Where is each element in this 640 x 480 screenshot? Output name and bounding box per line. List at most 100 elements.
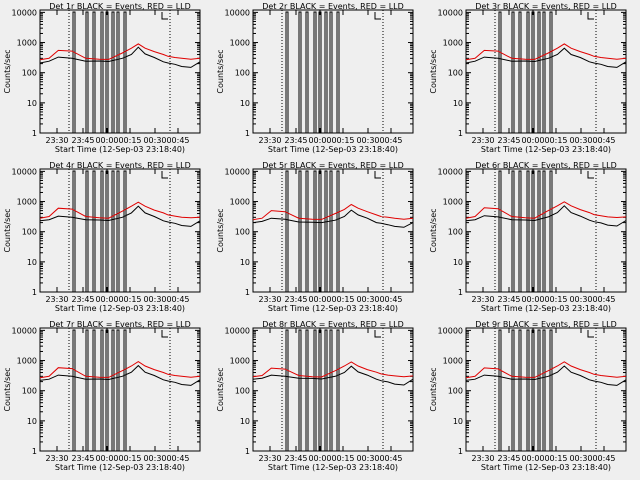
- series-events: [39, 364, 201, 386]
- gap-marker: [116, 170, 120, 292]
- y-tick-label: 10: [240, 417, 250, 426]
- y-tick-label: 1: [458, 288, 463, 297]
- bracket-marker: [374, 171, 381, 179]
- x-tick-label: 23:45: [284, 136, 307, 145]
- gap-marker: [305, 170, 309, 292]
- y-tick-label: 10: [27, 417, 37, 426]
- x-tick-label: 00:30: [356, 454, 379, 463]
- gap-marker: [116, 329, 120, 451]
- gap-marker: [336, 11, 340, 133]
- y-axis-label: Counts/sec: [216, 367, 225, 411]
- y-axis-label: Counts/sec: [429, 208, 438, 252]
- panel-title: Det 2r BLACK = Events, RED = LLD: [262, 2, 404, 11]
- x-tick-label: 23:30: [45, 136, 68, 145]
- gap-marker: [318, 170, 322, 292]
- gap-marker: [123, 170, 127, 292]
- y-tick-label: 10000: [438, 8, 463, 17]
- x-tick-label: 00:00: [95, 136, 118, 145]
- panel-title: Det 9r BLACK = Events, RED = LLD: [475, 320, 617, 329]
- gap-marker: [85, 329, 89, 451]
- y-tick-label: 10000: [225, 326, 250, 335]
- series-events: [252, 365, 414, 386]
- bracket-marker: [161, 330, 168, 338]
- y-tick-label: 10: [240, 258, 250, 267]
- gap-marker: [72, 170, 76, 292]
- y-tick-label: 1: [32, 129, 37, 138]
- x-tick-label: 00:15: [544, 295, 567, 304]
- y-tick-label: 100: [448, 69, 463, 78]
- x-tick-label: 00:30: [356, 295, 379, 304]
- x-axis-label: Start Time (12-Sep-03 23:18:40): [55, 304, 185, 313]
- y-tick-label: 10: [240, 99, 250, 108]
- x-tick-label: 00:30: [356, 136, 379, 145]
- bracket-marker: [587, 171, 594, 179]
- gap-marker: [92, 329, 96, 451]
- x-tick-label: 00:00: [308, 136, 331, 145]
- plot-frame: [252, 168, 414, 293]
- gap-marker: [511, 329, 515, 451]
- x-tick-label: 00:00: [308, 454, 331, 463]
- x-tick-label: 00:15: [544, 454, 567, 463]
- gap-marker: [542, 170, 546, 292]
- gap-marker: [72, 329, 76, 451]
- x-tick-label: 00:00: [95, 454, 118, 463]
- series-lld: [39, 201, 201, 219]
- y-axis-label: Counts/sec: [3, 367, 12, 411]
- series-lld: [39, 43, 201, 61]
- y-tick-label: 100: [448, 387, 463, 396]
- x-tick-label: 23:45: [71, 454, 94, 463]
- gap-marker: [313, 170, 317, 292]
- panel-det-3: Det 3r BLACK = Events, RED = LLD 1 10 100 10…: [429, 2, 627, 154]
- y-tick-label: 10000: [12, 326, 37, 335]
- y-tick-label: 100: [235, 228, 250, 237]
- series-lld: [465, 361, 627, 379]
- x-tick-label: 00:30: [143, 454, 166, 463]
- gap-marker: [116, 11, 120, 133]
- y-tick-label: 1000: [230, 357, 250, 366]
- bracket-marker: [587, 12, 594, 20]
- gap-marker: [518, 11, 522, 133]
- y-tick-label: 10000: [12, 167, 37, 176]
- y-tick-label: 100: [235, 69, 250, 78]
- series-lld: [465, 43, 627, 61]
- gap-marker: [511, 11, 515, 133]
- y-tick-label: 10: [27, 99, 37, 108]
- x-tick-label: 00:30: [569, 136, 592, 145]
- y-tick-label: 10: [453, 99, 463, 108]
- plot-frame: [39, 168, 201, 293]
- gap-marker: [305, 329, 309, 451]
- x-tick-label: 23:30: [45, 295, 68, 304]
- gap-marker: [72, 11, 76, 133]
- plot-frame: [39, 327, 201, 452]
- series-events: [252, 209, 414, 228]
- x-tick-label: 00:30: [143, 136, 166, 145]
- panel-det-6: Det 6r BLACK = Events, RED = LLD 1 10 100 10…: [429, 161, 627, 313]
- gap-marker: [92, 170, 96, 292]
- panel-det-8: Det 8r BLACK = Events, RED = LLD 1 10 100 10…: [216, 320, 414, 472]
- x-tick-label: 00:00: [521, 136, 544, 145]
- plot-frame: [252, 9, 414, 134]
- panel-title: Det 1r BLACK = Events, RED = LLD: [49, 2, 191, 11]
- y-tick-label: 10: [27, 258, 37, 267]
- series-events: [39, 205, 201, 227]
- x-tick-label: 00:15: [544, 136, 567, 145]
- y-tick-label: 1: [32, 288, 37, 297]
- x-tick-label: 23:30: [258, 136, 281, 145]
- gap-marker: [324, 170, 328, 292]
- gap-marker: [526, 170, 530, 292]
- y-tick-label: 10000: [438, 326, 463, 335]
- gap-marker: [549, 11, 553, 133]
- gap-marker: [498, 11, 502, 133]
- y-axis-label: Counts/sec: [429, 49, 438, 93]
- panel-title: Det 8r BLACK = Events, RED = LLD: [262, 320, 404, 329]
- x-tick-label: 00:15: [118, 295, 141, 304]
- panel-title: Det 6r BLACK = Events, RED = LLD: [475, 161, 617, 170]
- y-tick-label: 1000: [17, 198, 37, 207]
- y-axis-label: Counts/sec: [429, 367, 438, 411]
- x-tick-label: 23:30: [471, 136, 494, 145]
- series-lld: [252, 361, 414, 378]
- gap-marker: [542, 329, 546, 451]
- y-tick-label: 1: [458, 447, 463, 456]
- y-tick-label: 10000: [225, 8, 250, 17]
- x-tick-label: 00:15: [331, 295, 354, 304]
